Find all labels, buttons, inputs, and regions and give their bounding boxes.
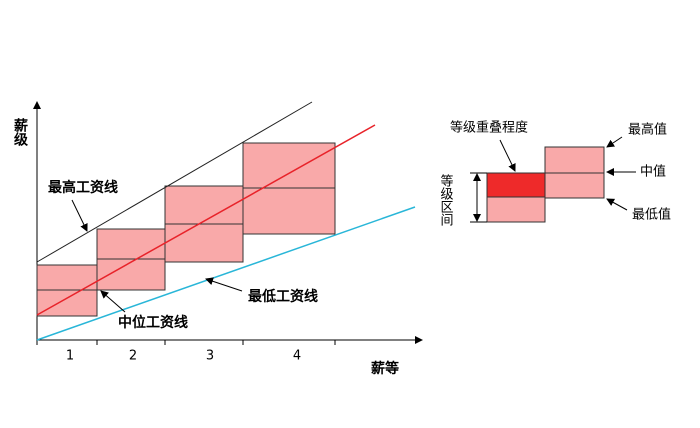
salary-boxes	[36, 142, 336, 317]
max-line	[36, 101, 313, 263]
x-category: 2	[129, 349, 137, 364]
x-category: 3	[206, 349, 214, 364]
x-category: 1	[66, 349, 74, 364]
min-line-label: 最低工资线	[248, 288, 318, 305]
overlap-area	[486, 172, 546, 198]
left-diagram: 薪级 薪等 1 2 3 4 最高工资线 最低工资线 中位工资线	[12, 101, 423, 377]
max-label: 最高值	[628, 122, 667, 138]
y-axis-label: 薪级	[12, 117, 28, 147]
min-line	[36, 206, 416, 341]
arrow	[100, 290, 126, 313]
mid-line-label: 中位工资线	[118, 314, 188, 331]
overlap-label: 等级重叠程度	[450, 120, 528, 136]
arrow	[606, 198, 628, 211]
arrow	[499, 139, 516, 172]
mid-label: 中值	[640, 164, 666, 180]
arrow	[71, 199, 88, 232]
max-line-label: 最高工资线	[48, 179, 118, 196]
min-label: 最低值	[632, 207, 671, 223]
range-arrow	[470, 172, 487, 223]
right-diagram: 等级重叠程度 等级区间 最高值 中值 最低值	[438, 120, 672, 227]
mid-line	[36, 124, 376, 316]
x-axis-label: 薪等	[371, 360, 399, 377]
arrow	[205, 277, 243, 292]
arrow	[606, 136, 623, 148]
x-category: 4	[293, 349, 301, 364]
x-ticks	[96, 340, 336, 345]
range-label: 等级区间	[438, 173, 454, 226]
